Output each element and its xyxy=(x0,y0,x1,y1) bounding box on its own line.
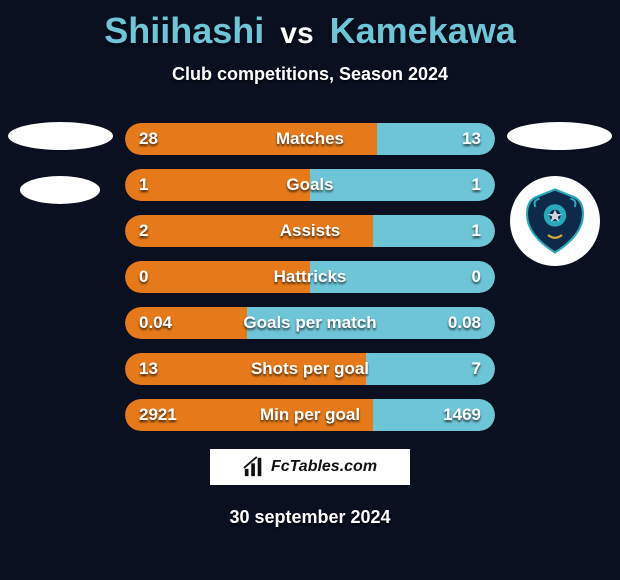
stat-value-left: 2921 xyxy=(139,399,177,431)
stat-row: Goals1 1 xyxy=(125,169,495,201)
decoration-oval-top-right xyxy=(507,122,612,150)
player1-name: Shiihashi xyxy=(104,10,264,51)
stat-value-right: 13 xyxy=(462,123,481,155)
stat-value-left: 0 xyxy=(139,261,148,293)
stat-label: Goals per match xyxy=(125,307,495,339)
stat-value-right: 1469 xyxy=(443,399,481,431)
club-crest xyxy=(510,176,600,266)
stat-value-left: 0.04 xyxy=(139,307,172,339)
player2-name: Kamekawa xyxy=(330,10,516,51)
stat-label: Shots per goal xyxy=(125,353,495,385)
brand-text: FcTables.com xyxy=(271,458,377,476)
stat-value-left: 13 xyxy=(139,353,158,385)
brand-logo: FcTables.com xyxy=(210,449,410,485)
stat-row: Assists2 1 xyxy=(125,215,495,247)
stat-value-right: 0 xyxy=(472,261,481,293)
vs-text: vs xyxy=(280,17,313,50)
stat-value-right: 1 xyxy=(472,215,481,247)
stat-row: Min per goal2921 1469 xyxy=(125,399,495,431)
crest-icon xyxy=(520,186,590,256)
stat-row: Shots per goal13 7 xyxy=(125,353,495,385)
stat-row: Matches28 13 xyxy=(125,123,495,155)
stat-label: Goals xyxy=(125,169,495,201)
footer-date: 30 september 2024 xyxy=(0,507,620,528)
stat-value-left: 2 xyxy=(139,215,148,247)
stats-container: Matches2813Goals11Assists21Hattricks00Go… xyxy=(125,123,495,431)
stat-label: Hattricks xyxy=(125,261,495,293)
subtitle: Club competitions, Season 2024 xyxy=(0,64,620,85)
stat-row: Goals per match0.04 0.08 xyxy=(125,307,495,339)
stat-label: Matches xyxy=(125,123,495,155)
stat-value-right: 0.08 xyxy=(448,307,481,339)
stat-label: Assists xyxy=(125,215,495,247)
stat-value-right: 7 xyxy=(472,353,481,385)
stat-row: Hattricks0 0 xyxy=(125,261,495,293)
stat-value-right: 1 xyxy=(472,169,481,201)
stat-value-left: 1 xyxy=(139,169,148,201)
chart-icon xyxy=(243,456,265,478)
comparison-title: Shiihashi vs Kamekawa xyxy=(0,0,620,52)
decoration-oval-bottom-left xyxy=(20,176,100,204)
decoration-oval-top-left xyxy=(8,122,113,150)
stat-value-left: 28 xyxy=(139,123,158,155)
stat-label: Min per goal xyxy=(125,399,495,431)
